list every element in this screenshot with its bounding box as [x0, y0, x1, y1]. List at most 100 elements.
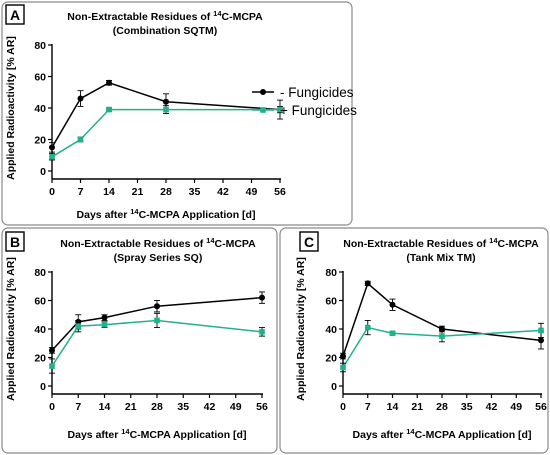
data-point — [106, 79, 112, 86]
data-point — [340, 364, 346, 371]
data-point — [538, 327, 544, 334]
y-tick-label: 60 — [34, 72, 46, 84]
data-point — [49, 347, 55, 354]
panel-letter-box — [299, 231, 319, 252]
legend: - Fungicides + Fungicides — [252, 85, 357, 118]
data-point — [163, 106, 169, 113]
x-tick-label: 0 — [49, 186, 55, 198]
panel-letter: B — [10, 234, 20, 250]
data-point — [364, 324, 371, 331]
panel-letter: A — [10, 7, 20, 23]
data-point — [340, 353, 346, 360]
x-tick-label: 49 — [230, 401, 242, 413]
data-point — [389, 330, 396, 337]
x-tick-label: 14 — [387, 401, 399, 413]
x-tick-label: 56 — [535, 401, 547, 413]
x-tick-label: 21 — [132, 186, 144, 198]
y-tick-label: 0 — [40, 166, 46, 178]
chart-panel-c: C Non-Extractable Residues of 14C-MCPA (Ta… — [279, 227, 549, 454]
x-tick-label: 7 — [78, 186, 84, 198]
data-point — [101, 314, 108, 321]
data-point — [163, 98, 169, 105]
panel-letter: C — [304, 234, 314, 250]
x-tick-label: 7 — [75, 401, 81, 413]
x-tick-label: 7 — [365, 401, 371, 413]
x-tick-label: 14 — [99, 401, 111, 413]
x-axis-label: Days after 14C-MCPA Application [d] — [77, 207, 256, 221]
x-tick-label: 49 — [510, 401, 522, 413]
y-axis-label: Applied Radioactivity [% AR] — [5, 257, 17, 401]
x-tick-label: 56 — [256, 401, 268, 413]
x-tick-label: 21 — [125, 401, 137, 413]
data-point — [389, 301, 396, 308]
chart-panel-a: A Non-Extractable Residues of 14C-MCPA (Co… — [1, 1, 357, 226]
data-point — [439, 333, 445, 339]
panel-frame — [1, 227, 278, 454]
legend-label: + Fungicides — [280, 103, 357, 118]
x-tick-label: 42 — [217, 186, 229, 198]
x-tick-label: 0 — [49, 401, 55, 413]
data-point — [49, 154, 55, 160]
y-tick-label: 20 — [34, 353, 46, 365]
y-tick-label: 40 — [34, 324, 46, 336]
data-point — [154, 317, 160, 324]
y-tick-label: 20 — [34, 135, 46, 147]
y-tick-label: 40 — [325, 324, 337, 336]
y-tick-label: 80 — [34, 267, 46, 279]
chart-subtitle: (Tank Mix TM) — [406, 252, 475, 264]
y-tick-label: 80 — [325, 267, 337, 279]
data-point — [77, 95, 84, 102]
data-point — [364, 280, 371, 287]
y-axis-label: Applied Radioactivity [% AR] — [5, 36, 17, 180]
series-line-minus-fungicides — [342, 282, 542, 357]
legend-label: - Fungicides — [280, 85, 354, 100]
data-point — [259, 329, 265, 335]
x-tick-label: 21 — [411, 401, 423, 413]
data-point — [49, 144, 55, 151]
x-tick-label: 56 — [274, 186, 286, 198]
y-tick-label: 80 — [34, 40, 46, 52]
x-tick-label: 28 — [436, 401, 448, 413]
y-tick-label: 60 — [325, 296, 337, 308]
x-tick-label: 42 — [486, 401, 498, 413]
y-tick-label: 0 — [40, 381, 46, 393]
data-point — [77, 136, 84, 143]
panel-frame — [279, 227, 549, 454]
x-tick-label: 0 — [340, 401, 346, 413]
y-tick-label: 60 — [34, 296, 46, 308]
chart-subtitle: (Combination SQTM) — [113, 25, 217, 37]
data-point — [277, 106, 283, 113]
panel-frame — [1, 1, 353, 226]
x-tick-label: 14 — [103, 186, 115, 198]
panel-letter-box — [5, 4, 25, 25]
data-point — [106, 106, 112, 113]
legend-marker — [260, 107, 266, 113]
series-line-plus-fungicides — [51, 108, 280, 158]
x-axis-label: Days after 14C-MCPA Application [d] — [68, 427, 247, 441]
y-axis-label: Applied Radioactivity [% AR] — [295, 257, 307, 401]
chart-panel-b: B Non-Extractable Residues of 14C-MCPA (Sp… — [1, 227, 278, 454]
x-tick-label: 35 — [189, 186, 201, 198]
data-point — [538, 337, 544, 344]
x-tick-label: 35 — [177, 401, 189, 413]
y-tick-label: 20 — [325, 353, 337, 365]
series-line-minus-fungicides — [51, 81, 281, 148]
x-tick-label: 28 — [151, 401, 163, 413]
x-tick-label: 28 — [160, 186, 172, 198]
data-point — [101, 321, 108, 328]
x-tick-label: 49 — [246, 186, 258, 198]
data-point — [259, 294, 265, 301]
x-tick-label: 35 — [461, 401, 473, 413]
chart-title: Non-Extractable Residues of 14C-MCPA — [67, 9, 263, 23]
chart-title: Non-Extractable Residues of 14C-MCPA — [60, 236, 256, 250]
x-axis-label: Days after 14C-MCPA Application [d] — [353, 427, 532, 441]
chart-title: Non-Extractable Residues of 14C-MCPA — [343, 236, 539, 250]
chart-subtitle: (Spray Series SQ) — [114, 252, 203, 264]
data-point — [49, 363, 55, 369]
legend-marker — [260, 89, 266, 95]
data-point — [154, 303, 160, 310]
data-point — [75, 323, 82, 329]
x-tick-label: 42 — [204, 401, 216, 413]
y-tick-label: 40 — [34, 103, 46, 115]
